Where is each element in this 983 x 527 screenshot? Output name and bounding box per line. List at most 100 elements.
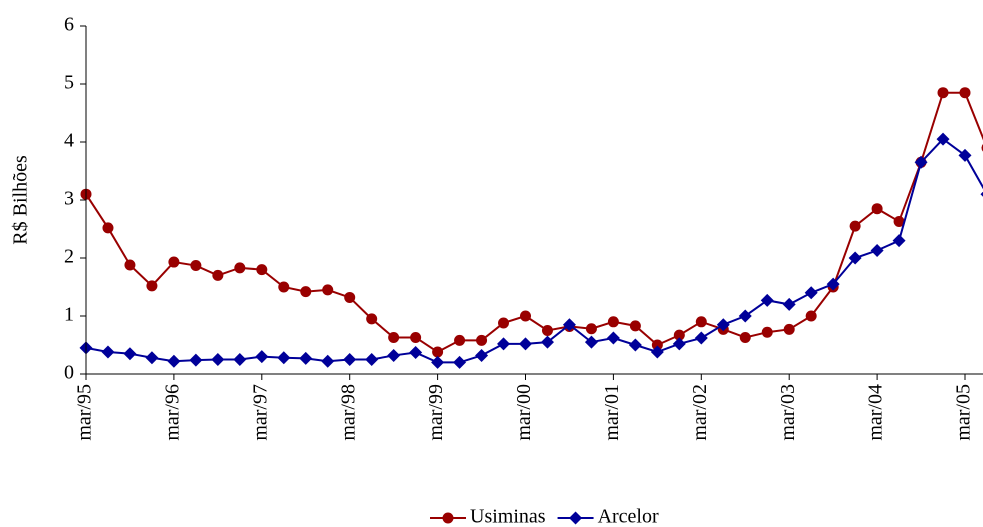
point bbox=[760, 293, 774, 307]
point bbox=[520, 310, 531, 322]
legend-label: Usiminas bbox=[470, 506, 546, 527]
series-line bbox=[85, 137, 983, 364]
x-tick-label: mar/05 bbox=[953, 384, 975, 441]
point bbox=[980, 191, 983, 197]
point bbox=[716, 318, 730, 332]
x-tick-label: mar/96 bbox=[161, 384, 183, 441]
point bbox=[805, 310, 817, 322]
point bbox=[606, 331, 620, 345]
point bbox=[321, 354, 335, 368]
series-line bbox=[85, 91, 983, 354]
legend-marker bbox=[569, 511, 583, 525]
x-tick-label: mar/00 bbox=[513, 384, 535, 441]
legend-label: Arcelor bbox=[598, 506, 659, 527]
point bbox=[541, 325, 553, 336]
point bbox=[256, 264, 268, 276]
x-tick-label: mar/99 bbox=[425, 384, 447, 441]
point bbox=[893, 215, 905, 227]
point bbox=[584, 335, 598, 349]
point bbox=[651, 339, 663, 351]
point bbox=[102, 222, 114, 234]
point bbox=[145, 351, 159, 365]
point bbox=[937, 87, 949, 99]
point bbox=[146, 280, 158, 292]
point bbox=[453, 355, 467, 369]
point bbox=[410, 331, 422, 343]
point bbox=[211, 353, 225, 366]
point bbox=[694, 331, 708, 345]
point bbox=[167, 354, 181, 368]
point bbox=[650, 345, 664, 359]
point bbox=[936, 132, 950, 146]
point bbox=[607, 316, 619, 328]
y-axis-label: R$ Bilhões bbox=[10, 155, 32, 245]
point bbox=[761, 326, 773, 338]
point bbox=[695, 316, 707, 328]
point bbox=[123, 347, 137, 361]
point bbox=[476, 334, 488, 346]
point bbox=[322, 284, 334, 296]
point bbox=[234, 262, 246, 274]
y-tick-label: 1 bbox=[64, 304, 74, 326]
point bbox=[344, 291, 356, 303]
point bbox=[783, 323, 795, 335]
point bbox=[498, 317, 510, 329]
point bbox=[673, 329, 685, 341]
point bbox=[585, 323, 597, 335]
point bbox=[914, 155, 928, 169]
point bbox=[849, 220, 861, 232]
point bbox=[519, 337, 532, 351]
x-tick-label: mar/98 bbox=[337, 384, 359, 441]
point bbox=[826, 277, 840, 291]
plot-area bbox=[79, 87, 983, 369]
point bbox=[782, 297, 796, 311]
x-tick-label: mar/01 bbox=[601, 384, 623, 441]
point bbox=[892, 234, 906, 248]
point bbox=[365, 353, 379, 366]
point bbox=[562, 318, 576, 332]
point bbox=[255, 350, 269, 364]
y-tick-label: 3 bbox=[64, 188, 74, 210]
point bbox=[343, 353, 357, 366]
x-tick-label: mar/03 bbox=[777, 384, 799, 441]
point bbox=[124, 259, 136, 271]
point bbox=[870, 243, 884, 257]
y-tick-label: 0 bbox=[64, 362, 74, 384]
point bbox=[190, 260, 202, 272]
point bbox=[189, 353, 203, 367]
point bbox=[300, 286, 312, 298]
y-tick-label: 5 bbox=[64, 72, 74, 94]
point bbox=[739, 331, 751, 343]
point bbox=[432, 346, 444, 358]
point bbox=[278, 281, 290, 293]
point bbox=[497, 337, 511, 351]
point bbox=[101, 345, 115, 359]
point bbox=[409, 346, 423, 360]
point bbox=[475, 348, 489, 362]
y-tick-label: 6 bbox=[64, 14, 74, 36]
point bbox=[672, 337, 686, 351]
point bbox=[212, 269, 224, 281]
point bbox=[540, 335, 554, 349]
x-tick-label: mar/04 bbox=[865, 384, 887, 441]
point bbox=[299, 351, 313, 365]
point bbox=[431, 355, 445, 369]
point bbox=[387, 348, 401, 362]
point bbox=[871, 203, 883, 215]
x-tick-label: mar/95 bbox=[74, 384, 96, 441]
point bbox=[629, 320, 641, 332]
point bbox=[958, 148, 972, 162]
y-tick-label: 2 bbox=[64, 246, 74, 268]
point bbox=[168, 256, 180, 268]
legend-marker bbox=[442, 512, 454, 524]
x-tick-label: mar/97 bbox=[249, 384, 271, 441]
point bbox=[959, 87, 971, 99]
point bbox=[738, 309, 752, 323]
y-tick-label: 4 bbox=[64, 130, 74, 152]
point bbox=[628, 338, 642, 352]
point bbox=[366, 313, 378, 325]
point bbox=[804, 286, 818, 300]
point bbox=[277, 351, 291, 365]
x-tick-label: mar/02 bbox=[689, 384, 711, 441]
